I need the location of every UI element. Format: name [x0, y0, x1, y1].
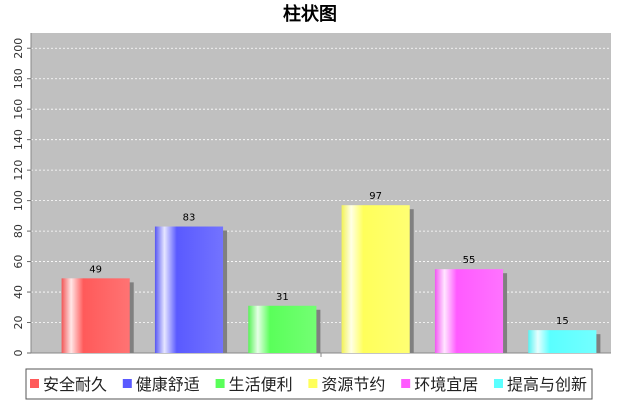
bar-value-label: 49 — [89, 264, 102, 275]
legend-label: 生活便利 — [229, 375, 293, 394]
y-tick-label: 160 — [12, 99, 25, 120]
bar — [61, 278, 130, 353]
legend-swatch — [308, 379, 318, 388]
legend-item: 环境宜居 — [401, 375, 478, 394]
legend-swatch — [215, 379, 225, 388]
y-tick-label: 40 — [12, 285, 25, 299]
bar-value-label: 83 — [183, 213, 196, 224]
bar — [248, 305, 317, 353]
bar — [154, 226, 224, 353]
legend-swatch — [122, 379, 132, 388]
legend-item: 生活便利 — [215, 375, 293, 394]
legend-item: 提高与创新 — [493, 375, 587, 394]
bars: 49 83 31 97 55 15 — [61, 191, 601, 353]
bar — [528, 330, 597, 353]
bar — [341, 205, 410, 353]
legend-label: 提高与创新 — [507, 375, 587, 394]
bar-value-label: 15 — [556, 316, 569, 327]
legend-item: 健康舒适 — [122, 375, 200, 394]
chart-title: 柱状图 — [283, 3, 337, 25]
y-tick-label: 80 — [12, 224, 25, 238]
bar-value-label: 97 — [369, 191, 382, 202]
y-tick-label: 140 — [12, 129, 25, 150]
legend-swatch — [30, 379, 39, 388]
y-tick-label: 100 — [12, 190, 25, 211]
y-tick-label: 20 — [12, 316, 25, 330]
y-tick-label: 0 — [12, 350, 25, 357]
bar — [434, 269, 504, 353]
legend: 安全耐久 健康舒适 生活便利 资源节约 环境宜居 提高与创新 — [25, 368, 593, 400]
legend-swatch — [401, 379, 411, 388]
legend-item: 资源节约 — [308, 375, 385, 394]
legend-label: 环境宜居 — [414, 375, 478, 394]
y-tick-label: 200 — [12, 38, 25, 59]
legend-swatch — [493, 379, 503, 388]
y-tick-label: 120 — [12, 160, 25, 181]
legend-label: 安全耐久 — [43, 375, 107, 394]
legend-label: 健康舒适 — [136, 375, 200, 394]
bar-value-label: 31 — [276, 292, 289, 303]
legend-label: 资源节约 — [321, 375, 385, 394]
y-tick-label: 60 — [12, 255, 25, 269]
legend-item: 安全耐久 — [30, 375, 107, 394]
bar-value-label: 55 — [463, 255, 476, 266]
y-tick-label: 180 — [12, 68, 25, 89]
